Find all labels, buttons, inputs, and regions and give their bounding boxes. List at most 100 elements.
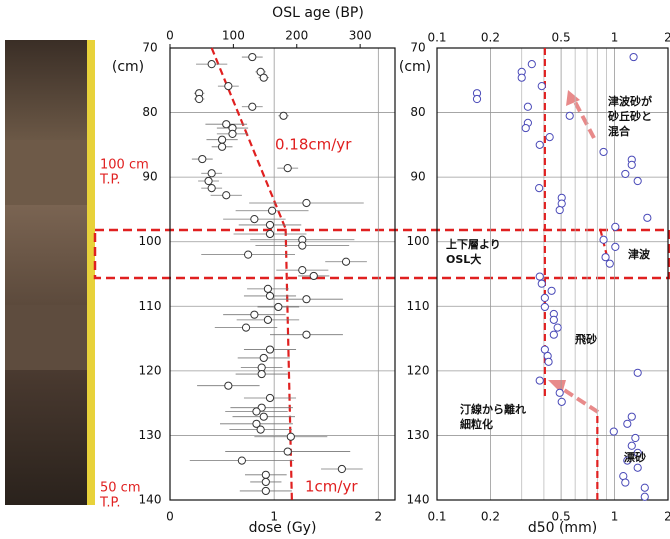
- point: [540, 293, 549, 302]
- point: [599, 235, 608, 244]
- annotation: 津波砂が: [608, 94, 652, 108]
- point: [207, 60, 216, 69]
- core-photo: [5, 40, 95, 505]
- annotation: 細粒化: [460, 417, 493, 431]
- point: [523, 102, 532, 111]
- x-tick-label: 1: [270, 510, 278, 524]
- point: [555, 205, 564, 215]
- point: [544, 357, 553, 366]
- point: [207, 184, 216, 193]
- point: [224, 81, 233, 91]
- point: [265, 229, 275, 239]
- point: [207, 169, 216, 178]
- point: [609, 427, 618, 436]
- annotation: 津波: [628, 247, 651, 261]
- plot-frame: [436, 47, 669, 501]
- point: [248, 102, 257, 111]
- point: [244, 250, 253, 259]
- point: [555, 388, 564, 397]
- point: [535, 140, 544, 149]
- point: [537, 81, 546, 91]
- plot-frame: [169, 47, 396, 501]
- photo-label: 100 cm: [100, 158, 149, 173]
- point: [540, 302, 549, 312]
- arrow-head: [566, 90, 580, 106]
- point: [250, 215, 259, 224]
- point: [631, 433, 640, 443]
- point: [302, 295, 311, 304]
- point: [204, 176, 213, 186]
- point: [611, 222, 620, 231]
- x-tick-label: 2: [664, 510, 670, 524]
- point: [195, 94, 204, 104]
- y-tick-label: 100: [407, 234, 430, 248]
- point: [623, 419, 632, 428]
- annotation: 飛砂: [574, 332, 597, 346]
- point: [259, 412, 268, 421]
- point: [298, 241, 307, 250]
- x2-axis-label: OSL age (BP): [272, 5, 364, 21]
- annotation: 汀線から離れ: [460, 402, 526, 416]
- point: [627, 160, 636, 169]
- point: [643, 213, 652, 222]
- point: [265, 220, 275, 230]
- trend-line: [284, 228, 293, 501]
- x-tick-label: 0.1: [427, 510, 446, 524]
- y-tick-label: 140: [407, 493, 430, 507]
- x-tick-label-top: 1: [611, 31, 619, 45]
- point: [633, 448, 642, 457]
- point: [252, 407, 261, 416]
- point: [217, 142, 227, 151]
- point: [256, 425, 265, 434]
- point: [279, 111, 288, 120]
- annotation: 1cm/yr: [305, 478, 358, 496]
- y-axis-label: (cm): [399, 59, 431, 75]
- y-tick-label: 130: [139, 428, 162, 442]
- annotation: 砂丘砂と: [608, 109, 652, 123]
- y-tick-label: 80: [410, 105, 425, 119]
- y-tick-label: 80: [142, 105, 157, 119]
- point: [283, 447, 292, 456]
- photo-label: 50 cm: [100, 481, 141, 496]
- point: [241, 323, 251, 332]
- point: [252, 419, 261, 428]
- x2-tick-label: 300: [349, 29, 372, 43]
- point: [265, 393, 275, 403]
- point: [267, 206, 277, 215]
- point: [521, 123, 530, 133]
- point: [549, 315, 558, 324]
- point: [517, 73, 526, 82]
- point: [535, 376, 544, 385]
- point: [263, 284, 273, 293]
- panel: 70 80 90 100 110 120 130 140 0.1 0.1 0.2 0.2 0.5 0.5 1…: [399, 31, 670, 537]
- point: [337, 464, 346, 474]
- x-tick-label-top: 0.5: [552, 31, 571, 45]
- y-tick-label: 120: [139, 363, 162, 377]
- point: [302, 198, 311, 208]
- point: [640, 492, 649, 501]
- photo-label: T.P.: [99, 496, 120, 511]
- x-tick-label-top: 0.1: [427, 31, 446, 45]
- annotation: OSL大: [446, 252, 481, 266]
- point: [611, 242, 620, 251]
- annotation: 上下層より: [446, 237, 501, 251]
- x2-tick-label: 200: [285, 29, 308, 43]
- y-tick-label: 90: [410, 170, 425, 184]
- point: [633, 463, 642, 472]
- y-tick-label: 90: [142, 170, 157, 184]
- highlight-box: [93, 228, 670, 280]
- y-tick-label: 110: [139, 299, 162, 313]
- y-tick-label: 100: [139, 234, 162, 248]
- x-tick-label: 0: [166, 510, 174, 524]
- point: [259, 353, 268, 363]
- point: [261, 486, 270, 496]
- photo-label: T.P.: [99, 173, 120, 188]
- y-tick-label: 70: [410, 41, 425, 55]
- point: [274, 302, 283, 312]
- point: [633, 368, 642, 377]
- annotation: 漂砂: [624, 450, 646, 464]
- x2-tick-label: 100: [222, 29, 245, 43]
- point: [621, 478, 630, 487]
